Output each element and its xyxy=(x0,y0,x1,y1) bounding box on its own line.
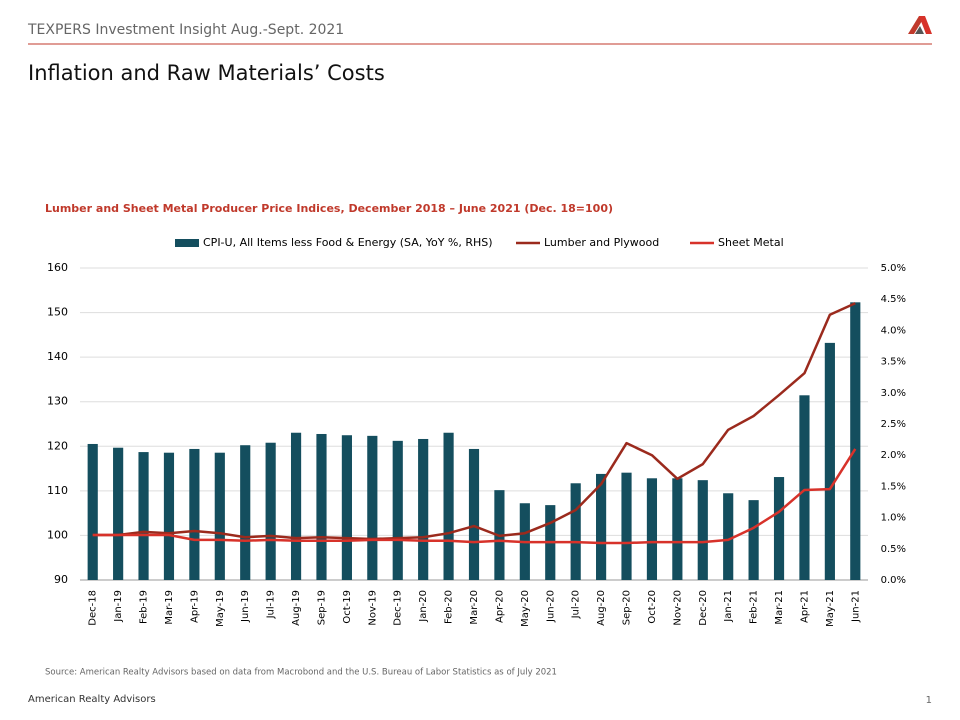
source: Source: American Realty Advisors based o… xyxy=(45,668,557,678)
logo xyxy=(908,16,932,34)
x-tick-label: Oct-20 xyxy=(647,590,658,624)
x-tick-label: Feb-21 xyxy=(749,590,760,624)
y2-tick-label: 3.5% xyxy=(881,357,906,368)
x-tick-label: May-21 xyxy=(825,590,836,627)
bar xyxy=(316,433,327,580)
x-tick-label: Jan-21 xyxy=(723,590,734,623)
slide-title: Inflation and Raw Materials’ Costs xyxy=(28,61,385,85)
x-tick-label: Mar-19 xyxy=(164,590,175,625)
bar xyxy=(87,443,98,580)
y-tick-label: 90 xyxy=(54,573,68,586)
bar xyxy=(113,447,124,580)
x-tick-label: Dec-19 xyxy=(393,590,404,626)
y2-tick-label: 2.5% xyxy=(881,419,906,430)
x-tick-label: Aug-20 xyxy=(596,590,607,626)
bar xyxy=(341,435,352,580)
y-tick-label: 120 xyxy=(47,439,68,452)
x-tick-label: Sep-20 xyxy=(622,590,633,625)
y2-tick-label: 0.5% xyxy=(881,544,906,555)
x-tick-label: Jan-19 xyxy=(113,590,124,623)
bar xyxy=(265,442,276,580)
x-tick-label: Jul-19 xyxy=(266,590,277,619)
bar xyxy=(723,493,734,580)
y2-tick-label: 4.0% xyxy=(881,325,906,336)
x-tick-label: Apr-19 xyxy=(189,590,200,623)
x-tick-label: Feb-19 xyxy=(139,590,150,624)
y-tick-label: 150 xyxy=(47,306,68,319)
y-tick-label: 100 xyxy=(47,528,68,541)
x-tick-label: Jun-19 xyxy=(240,590,251,623)
y2-tick-label: 2.0% xyxy=(881,450,906,461)
x-tick-label: Jan-20 xyxy=(418,590,429,623)
bar xyxy=(596,473,607,580)
x-tick-label: Apr-21 xyxy=(799,590,810,623)
y-tick-label: 160 xyxy=(47,261,68,274)
x-tick-label: Aug-19 xyxy=(291,590,302,626)
bar xyxy=(850,302,861,580)
x-tick-label: Nov-19 xyxy=(367,590,378,626)
x-tick-label: Mar-21 xyxy=(774,590,785,625)
bar xyxy=(621,472,632,580)
y-tick-label: 140 xyxy=(47,350,68,363)
bar xyxy=(570,483,581,580)
bar xyxy=(824,342,835,580)
x-tick-label: Nov-20 xyxy=(672,590,683,626)
chart-title: Lumber and Sheet Metal Producer Price In… xyxy=(45,202,613,215)
y2-tick-label: 4.5% xyxy=(881,294,906,305)
y-tick-label: 130 xyxy=(47,395,68,408)
line xyxy=(92,448,857,545)
page-number: 1 xyxy=(926,695,932,706)
bar xyxy=(646,478,658,580)
bar xyxy=(672,478,683,580)
bar xyxy=(773,477,785,580)
bar xyxy=(367,435,378,580)
x-tick-label: Jul-20 xyxy=(571,590,582,619)
bar xyxy=(468,448,480,580)
x-tick-label: May-19 xyxy=(215,590,226,627)
bar xyxy=(214,452,225,580)
y2-tick-label: 1.5% xyxy=(881,481,906,492)
y2-tick-label: 3.0% xyxy=(881,388,906,399)
y2-tick-label: 0.0% xyxy=(881,575,906,586)
legend-swatch xyxy=(175,239,199,247)
bar xyxy=(443,432,454,580)
bar xyxy=(290,432,302,580)
bar xyxy=(748,500,759,580)
legend-label: Lumber and Plywood xyxy=(544,236,659,249)
x-tick-label: Jun-20 xyxy=(545,590,556,623)
legend-label: Sheet Metal xyxy=(718,236,784,249)
x-tick-label: Dec-20 xyxy=(698,590,709,626)
bar xyxy=(392,440,403,580)
y2-tick-label: 5.0% xyxy=(881,263,906,274)
line xyxy=(92,302,856,541)
bar xyxy=(418,438,429,580)
x-tick-label: Dec-18 xyxy=(88,590,99,626)
x-tick-label: Oct-19 xyxy=(342,590,353,624)
bar xyxy=(697,480,708,580)
footer-company: American Realty Advisors xyxy=(28,694,156,705)
x-tick-label: Feb-20 xyxy=(444,590,455,624)
x-tick-label: Jun-21 xyxy=(850,590,861,623)
bar xyxy=(799,395,810,580)
x-tick-label: Apr-20 xyxy=(494,590,505,623)
bar xyxy=(240,445,251,580)
bar xyxy=(163,452,175,580)
x-tick-label: May-20 xyxy=(520,590,531,627)
bar xyxy=(138,452,149,580)
y2-tick-label: 1.0% xyxy=(881,513,906,524)
y-tick-label: 110 xyxy=(47,484,68,497)
bar xyxy=(189,448,200,580)
legend-label: CPI-U, All Items less Food & Energy (SA,… xyxy=(203,236,493,249)
x-tick-label: Mar-20 xyxy=(469,590,480,625)
x-tick-label: Sep-19 xyxy=(316,590,327,625)
header-title: TEXPERS Investment Insight Aug.-Sept. 20… xyxy=(27,22,344,38)
